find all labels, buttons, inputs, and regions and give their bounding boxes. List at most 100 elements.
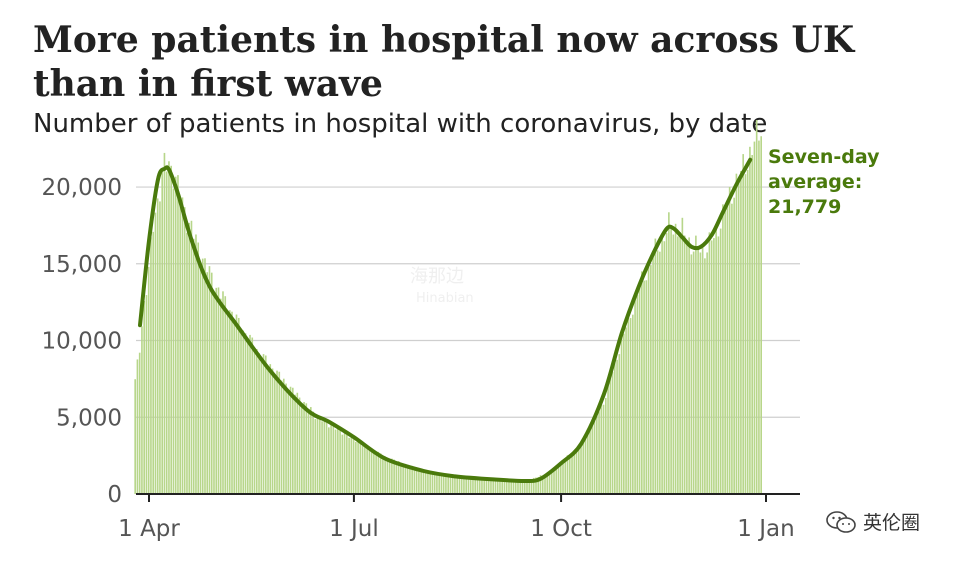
x-tick-label: 1 Oct <box>530 516 592 542</box>
daily-bar <box>465 476 467 494</box>
daily-bar <box>490 480 492 494</box>
daily-bar <box>523 481 526 494</box>
daily-bar <box>249 334 251 494</box>
daily-bar <box>634 295 636 494</box>
daily-bar <box>355 441 357 494</box>
daily-bar <box>494 480 497 494</box>
daily-bar <box>422 471 425 494</box>
daily-bar <box>580 442 582 494</box>
daily-bar <box>652 257 654 494</box>
daily-bar <box>291 387 294 494</box>
daily-bar <box>150 237 152 494</box>
daily-bar <box>325 421 328 494</box>
daily-bar <box>316 416 319 494</box>
daily-bars <box>134 120 762 495</box>
daily-bar <box>481 478 483 494</box>
daily-bar <box>701 245 704 494</box>
daily-bar <box>337 426 339 494</box>
daily-bar <box>735 173 738 494</box>
daily-bar <box>546 473 549 494</box>
daily-bar <box>519 480 522 494</box>
daily-bar <box>328 427 330 494</box>
daily-bar <box>699 252 702 494</box>
daily-bar <box>674 223 677 495</box>
daily-bar <box>589 429 591 494</box>
faint-watermark-text: 海那边 <box>410 266 464 287</box>
faint-watermark: 海那边 Hinabian <box>410 266 474 306</box>
daily-bar <box>348 437 350 494</box>
daily-bar <box>424 470 427 494</box>
daily-bar <box>310 407 312 494</box>
daily-bar <box>163 152 166 494</box>
daily-bar <box>731 203 733 494</box>
daily-bar <box>647 262 650 494</box>
daily-bar <box>659 251 661 494</box>
faint-watermark-subtext: Hinabian <box>416 291 474 306</box>
daily-bar <box>692 251 695 494</box>
daily-bar <box>395 461 398 494</box>
daily-bar <box>611 371 614 494</box>
daily-bar <box>532 477 535 494</box>
daily-bar <box>411 465 413 494</box>
daily-bar <box>307 408 310 494</box>
daily-bar <box>562 461 564 494</box>
daily-bar <box>586 430 589 494</box>
daily-bar <box>609 378 612 494</box>
daily-bar <box>706 252 708 494</box>
daily-bar <box>614 358 616 494</box>
daily-bar <box>544 475 546 494</box>
daily-bar <box>505 480 508 494</box>
daily-bar <box>530 479 533 494</box>
daily-bar <box>276 370 278 494</box>
y-tick-label: 20,000 <box>42 175 122 201</box>
daily-bar <box>174 176 177 494</box>
daily-bar <box>141 326 143 494</box>
daily-bar <box>224 296 227 494</box>
daily-bar <box>296 392 299 494</box>
daily-bar <box>368 449 371 494</box>
daily-bar <box>231 311 233 494</box>
daily-bar <box>134 379 136 494</box>
x-tick-label: 1 Jan <box>737 516 794 542</box>
daily-bar <box>663 241 666 494</box>
daily-bar <box>478 478 481 494</box>
daily-bar <box>654 238 657 494</box>
daily-bar <box>733 197 735 495</box>
daily-bar <box>334 429 337 494</box>
daily-bar <box>213 292 215 494</box>
daily-bar <box>237 317 240 494</box>
daily-bar <box>190 220 193 494</box>
annotation-line-2: average: <box>768 171 862 193</box>
daily-bar <box>501 480 504 494</box>
daily-bar <box>746 169 749 494</box>
daily-bar <box>436 473 438 494</box>
daily-bar <box>219 298 222 494</box>
daily-bar <box>181 197 184 495</box>
daily-bar <box>409 466 411 494</box>
daily-bar <box>197 242 200 494</box>
daily-bar <box>246 342 249 494</box>
daily-bar <box>339 429 341 494</box>
daily-bar <box>526 479 528 494</box>
daily-bar <box>602 404 605 494</box>
daily-bar <box>616 359 618 494</box>
daily-bar <box>595 414 598 494</box>
x-axis-ticks: 1 Apr 1 Jul 1 Oct 1 Jan <box>118 494 795 542</box>
daily-bar <box>681 217 684 495</box>
daily-bar <box>760 136 762 494</box>
daily-bar <box>136 359 139 494</box>
daily-bar <box>406 464 409 494</box>
daily-bar <box>447 475 449 494</box>
daily-bar <box>170 165 173 495</box>
daily-bar <box>179 199 182 495</box>
daily-bar <box>728 186 731 494</box>
daily-bar <box>415 469 418 494</box>
daily-bar <box>591 425 594 494</box>
daily-bar <box>323 418 326 494</box>
daily-bar <box>206 272 209 494</box>
daily-bar <box>397 461 400 494</box>
chart-title: More patients in hospital now across UK … <box>33 19 855 105</box>
daily-bar <box>717 236 720 494</box>
daily-bar <box>458 476 461 494</box>
daily-bar <box>499 479 501 494</box>
